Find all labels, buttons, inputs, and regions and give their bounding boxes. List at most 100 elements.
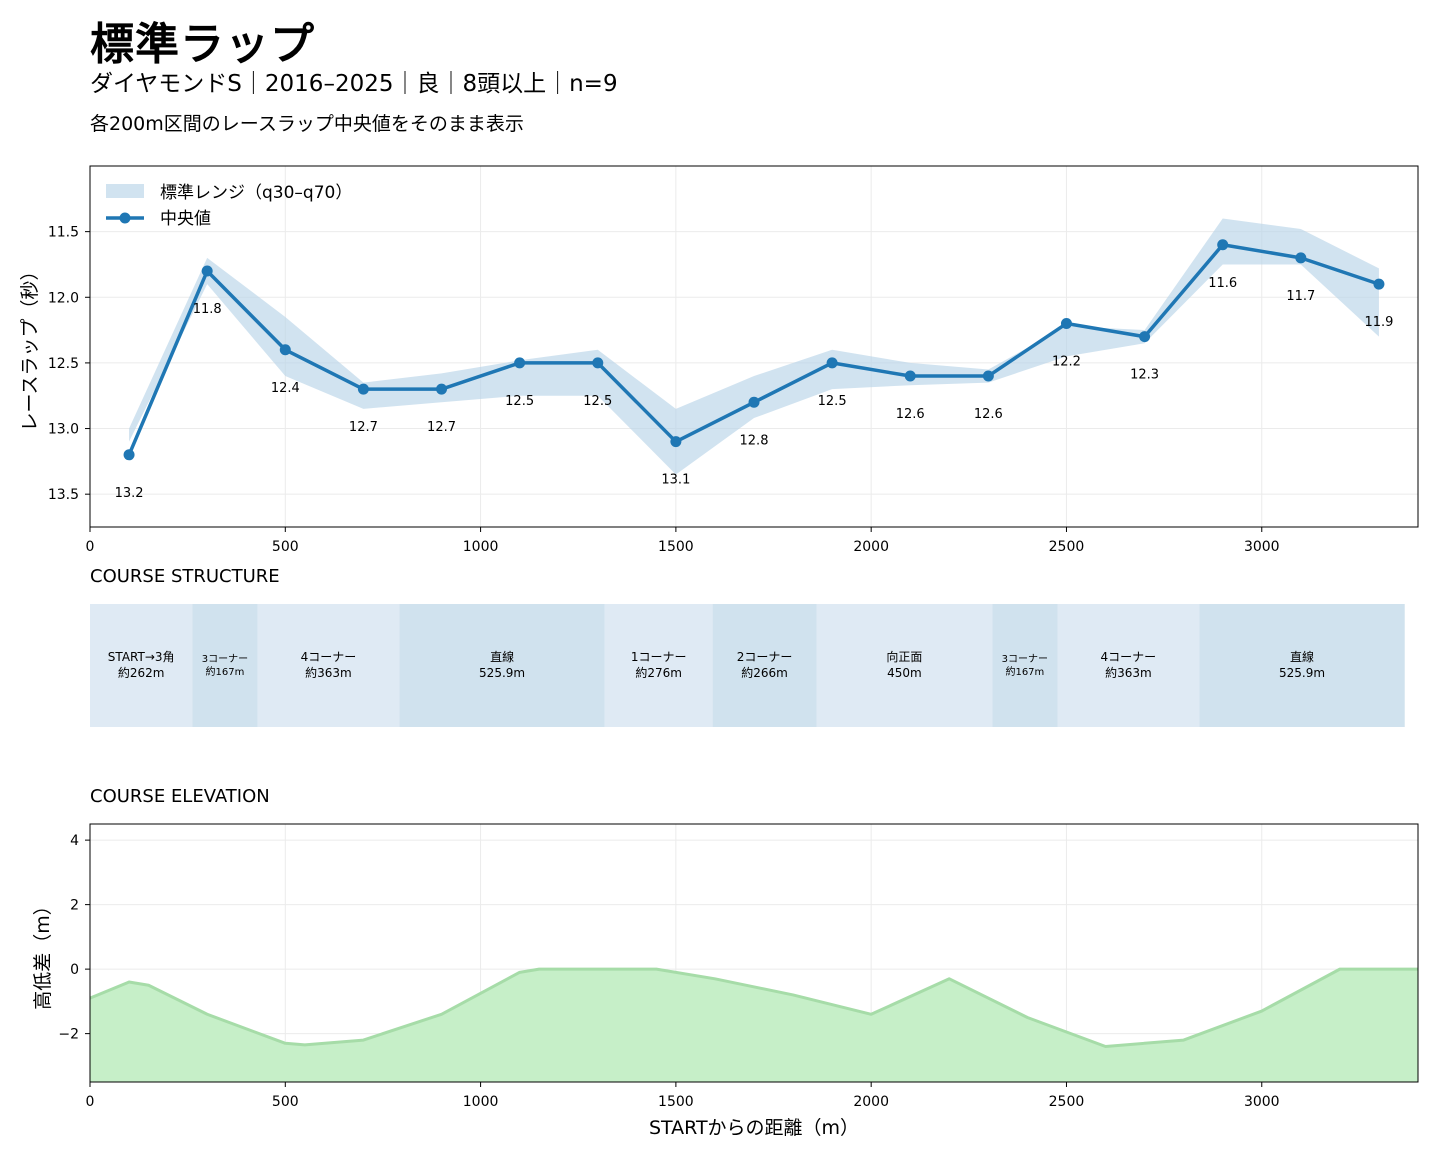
lap-data-label: 12.8 — [740, 433, 769, 448]
course-segment-name: 3コーナー — [1002, 653, 1048, 665]
lap-data-label: 12.3 — [1130, 368, 1159, 383]
legend-band-swatch — [106, 184, 144, 198]
elev-y-tick-label: 4 — [70, 833, 79, 849]
course-segment-length: 525.9m — [1279, 666, 1325, 680]
lap-plot-frame — [89, 165, 1419, 528]
elev-x-tick-label: 2500 — [1049, 1094, 1085, 1110]
legend-median-swatch-marker — [119, 212, 131, 224]
course-segment-length: 約262m — [118, 665, 165, 680]
elev-x-tick-label: 1500 — [658, 1094, 694, 1110]
lap-data-label: 12.6 — [896, 407, 925, 422]
lap-y-tick-label: 12.5 — [48, 356, 79, 372]
course-segment-name: 向正面 — [886, 649, 922, 664]
course-segment — [399, 604, 605, 727]
course-segment — [1057, 604, 1200, 727]
lap-x-tick-label: 1000 — [463, 539, 499, 555]
elev-x-tick-label: 500 — [272, 1094, 299, 1110]
lap-median-point — [514, 357, 526, 369]
lap-y-tick-label: 13.5 — [48, 487, 79, 503]
lap-y-axis-label: レースラップ（秒） — [19, 261, 41, 431]
course-segment-length: 約266m — [741, 665, 788, 680]
elev-y-tick-label: 0 — [70, 962, 79, 978]
elev-x-tick-label: 3000 — [1244, 1094, 1280, 1110]
course-segment-name: 4コーナー — [301, 650, 357, 664]
lap-median-point — [1295, 252, 1307, 264]
lap-y-tick-label: 13.0 — [48, 422, 79, 438]
legend-median-label: 中央値 — [160, 209, 211, 229]
lap-median-point — [357, 383, 369, 395]
lap-median-point — [826, 357, 838, 369]
lap-data-label: 11.8 — [193, 302, 222, 317]
course-segment-name: 4コーナー — [1101, 650, 1157, 664]
course-segment — [712, 604, 817, 727]
course-segment-name: 直線 — [490, 649, 514, 664]
lap-median-point — [592, 357, 604, 369]
lap-y-tick-label: 11.5 — [48, 225, 79, 241]
elev-x-tick-label: 1000 — [463, 1094, 499, 1110]
elev-y-tick-label: 2 — [70, 898, 79, 914]
lap-x-tick-label: 1500 — [658, 539, 694, 555]
lap-x-tick-label: 2500 — [1049, 539, 1085, 555]
lap-data-label: 11.9 — [1364, 315, 1393, 330]
lap-median-point — [1217, 239, 1229, 251]
lap-median-point — [1373, 278, 1385, 290]
lap-data-label: 11.6 — [1208, 276, 1237, 291]
course-segment — [1199, 604, 1405, 727]
lap-band-area — [129, 218, 1379, 475]
lap-median-point — [670, 436, 682, 448]
lap-median-point — [279, 344, 291, 356]
course-segment-length: 約276m — [635, 665, 682, 680]
elev-y-axis-label: 高低差（m） — [32, 896, 54, 1010]
lap-median-point — [1060, 318, 1072, 330]
lap-x-tick-label: 2000 — [853, 539, 889, 555]
course-segment-length: 約363m — [1105, 665, 1152, 680]
course-segment — [992, 604, 1058, 727]
lap-data-label: 12.5 — [583, 394, 612, 409]
course-segment — [604, 604, 713, 727]
lap-median-point — [201, 265, 213, 277]
lap-y-tick-label: 12.0 — [48, 290, 79, 306]
lap-data-label: 12.4 — [271, 381, 300, 396]
course-segment-name: START→3角 — [108, 650, 175, 664]
elev-plot-frame — [89, 823, 1419, 1083]
course-segment — [90, 604, 193, 727]
legend-band-label: 標準レンジ（q30–q70） — [160, 183, 352, 203]
elev-x-tick-label: 0 — [86, 1094, 95, 1110]
course-segment-name: 直線 — [1290, 649, 1314, 664]
course-segment — [257, 604, 400, 727]
lap-median-point — [436, 383, 448, 395]
lap-median-point — [1139, 331, 1151, 343]
lap-data-label: 13.1 — [661, 473, 690, 488]
course-segment-length: 450m — [887, 666, 922, 680]
lap-data-label: 13.2 — [115, 486, 144, 501]
course-segment-name: 1コーナー — [631, 650, 687, 664]
lap-x-tick-label: 500 — [272, 539, 299, 555]
elevation-line — [89, 967, 1418, 1049]
page-subtitle: ダイヤモンドS｜2016–2025｜良｜8頭以上｜n=9 — [90, 71, 618, 97]
elev-x-axis-label: STARTからの距離（m） — [649, 1117, 859, 1139]
lap-data-label: 12.5 — [818, 394, 847, 409]
lap-x-tick-label: 3000 — [1244, 539, 1280, 555]
course-segment-length: 約167m — [1005, 665, 1044, 678]
lap-median-point — [982, 370, 994, 382]
course-elevation-title: COURSE ELEVATION — [90, 786, 270, 807]
course-segment — [192, 604, 258, 727]
course-structure-title: COURSE STRUCTURE — [90, 566, 280, 587]
lap-data-label: 12.7 — [349, 420, 378, 435]
course-segment-length: 525.9m — [479, 666, 525, 680]
lap-data-label: 12.2 — [1052, 355, 1081, 370]
page-note: 各200m区間のレースラップ中央値をそのまま表示 — [90, 113, 524, 135]
lap-median-point — [123, 449, 135, 461]
course-segment-name: 3コーナー — [202, 653, 248, 665]
lap-data-label: 12.5 — [505, 394, 534, 409]
lap-data-label: 12.6 — [974, 407, 1003, 422]
lap-median-point — [904, 370, 916, 382]
lap-median-point — [748, 396, 760, 408]
lap-data-label: 12.7 — [427, 420, 456, 435]
course-segment-name: 2コーナー — [737, 650, 793, 664]
lap-data-label: 11.7 — [1286, 289, 1315, 304]
elev-x-tick-label: 2000 — [853, 1094, 889, 1110]
elevation-area — [90, 969, 1418, 1082]
course-segment-length: 約167m — [206, 665, 245, 678]
